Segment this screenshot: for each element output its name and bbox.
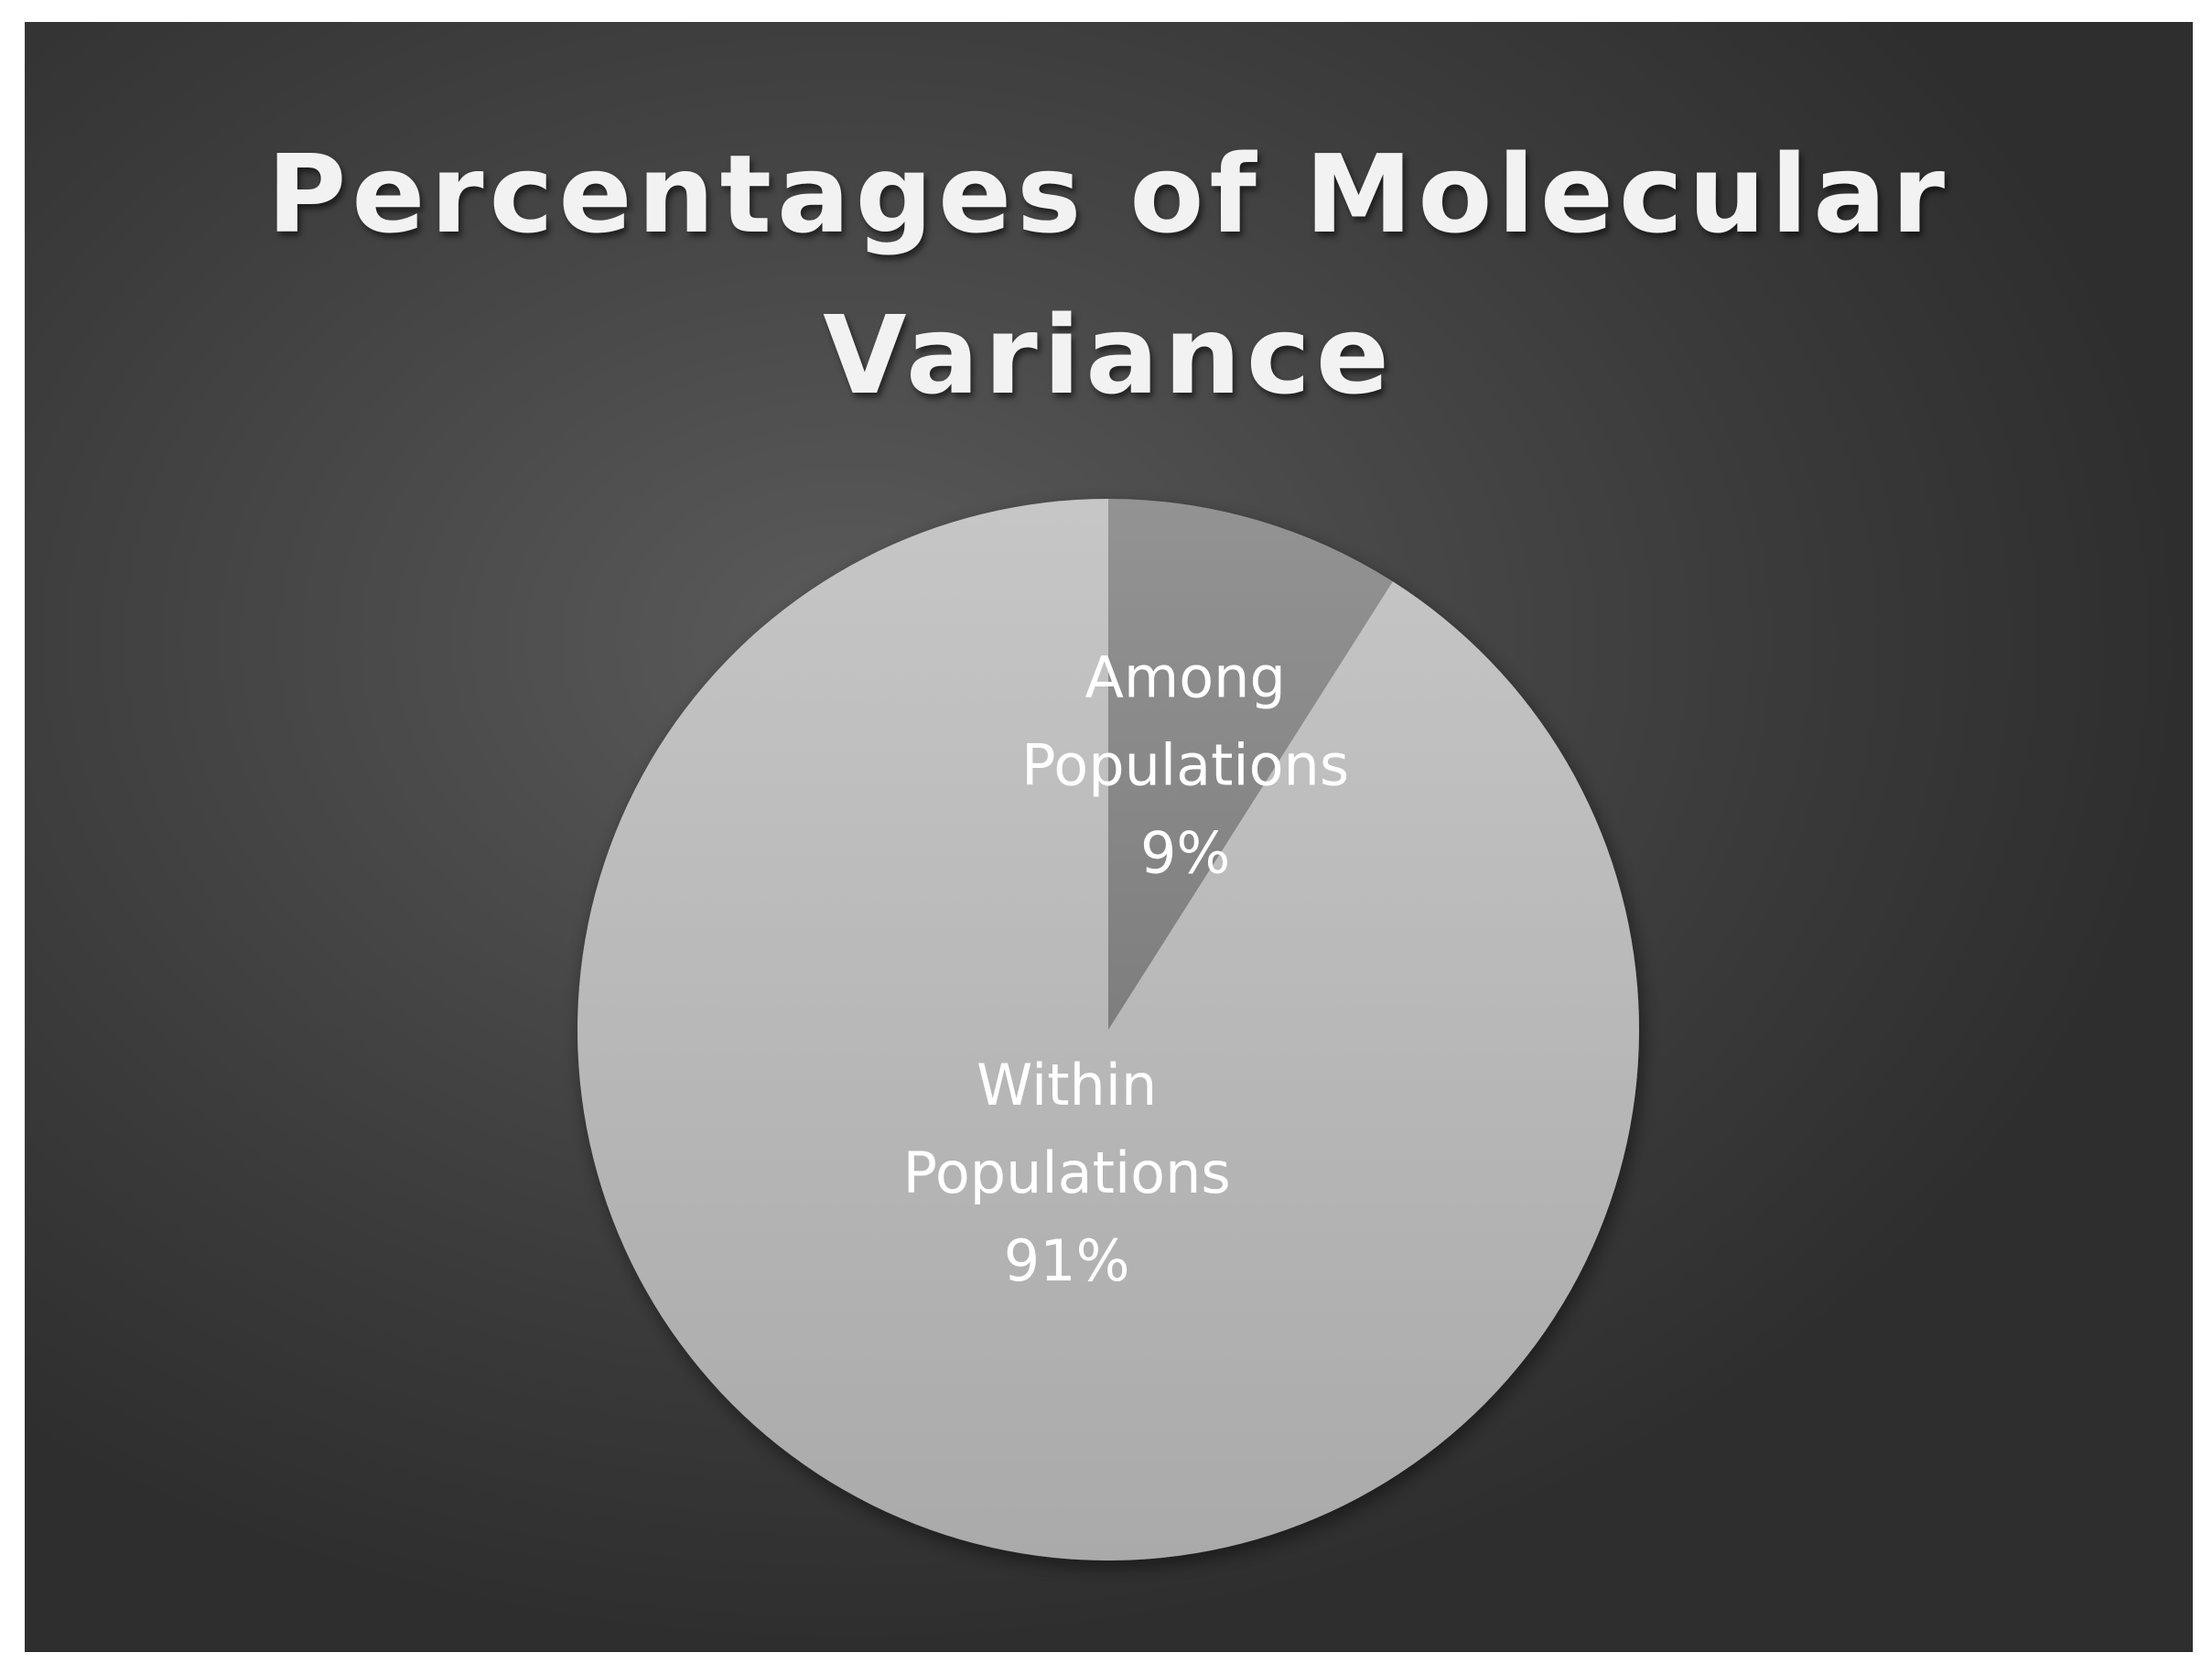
slice-label-among-populations: Among Populations 9% [1021, 643, 1349, 886]
slice-name-line: Within [977, 1052, 1157, 1118]
pie-slices [577, 499, 1640, 1561]
slice-value-label: 9% [1140, 819, 1230, 886]
pie-slice-among-populations [1108, 499, 1393, 1030]
slice-name-line: Among [1084, 643, 1285, 710]
chart-area: Percentages of Molecular Variance Among P… [25, 22, 2193, 1652]
slice-name-line: Populations [1021, 731, 1349, 798]
chart-title: Percentages of Molecular Variance [25, 113, 2193, 436]
slice-name-line: Populations [903, 1139, 1231, 1206]
pie-slice-within-populations [577, 499, 1640, 1561]
pie-chart: Among Populations 9% Within Populations 91% [577, 499, 1640, 1561]
slice-label-within-populations: Within Populations 91% [903, 1052, 1231, 1294]
slice-value-label: 91% [1004, 1227, 1130, 1294]
chart-title-line-1: Percentages of Molecular [266, 131, 1951, 257]
chart-title-line-2: Variance [823, 292, 1395, 418]
slice-labels: Among Populations 9% Within Populations 91% [903, 643, 1349, 1294]
